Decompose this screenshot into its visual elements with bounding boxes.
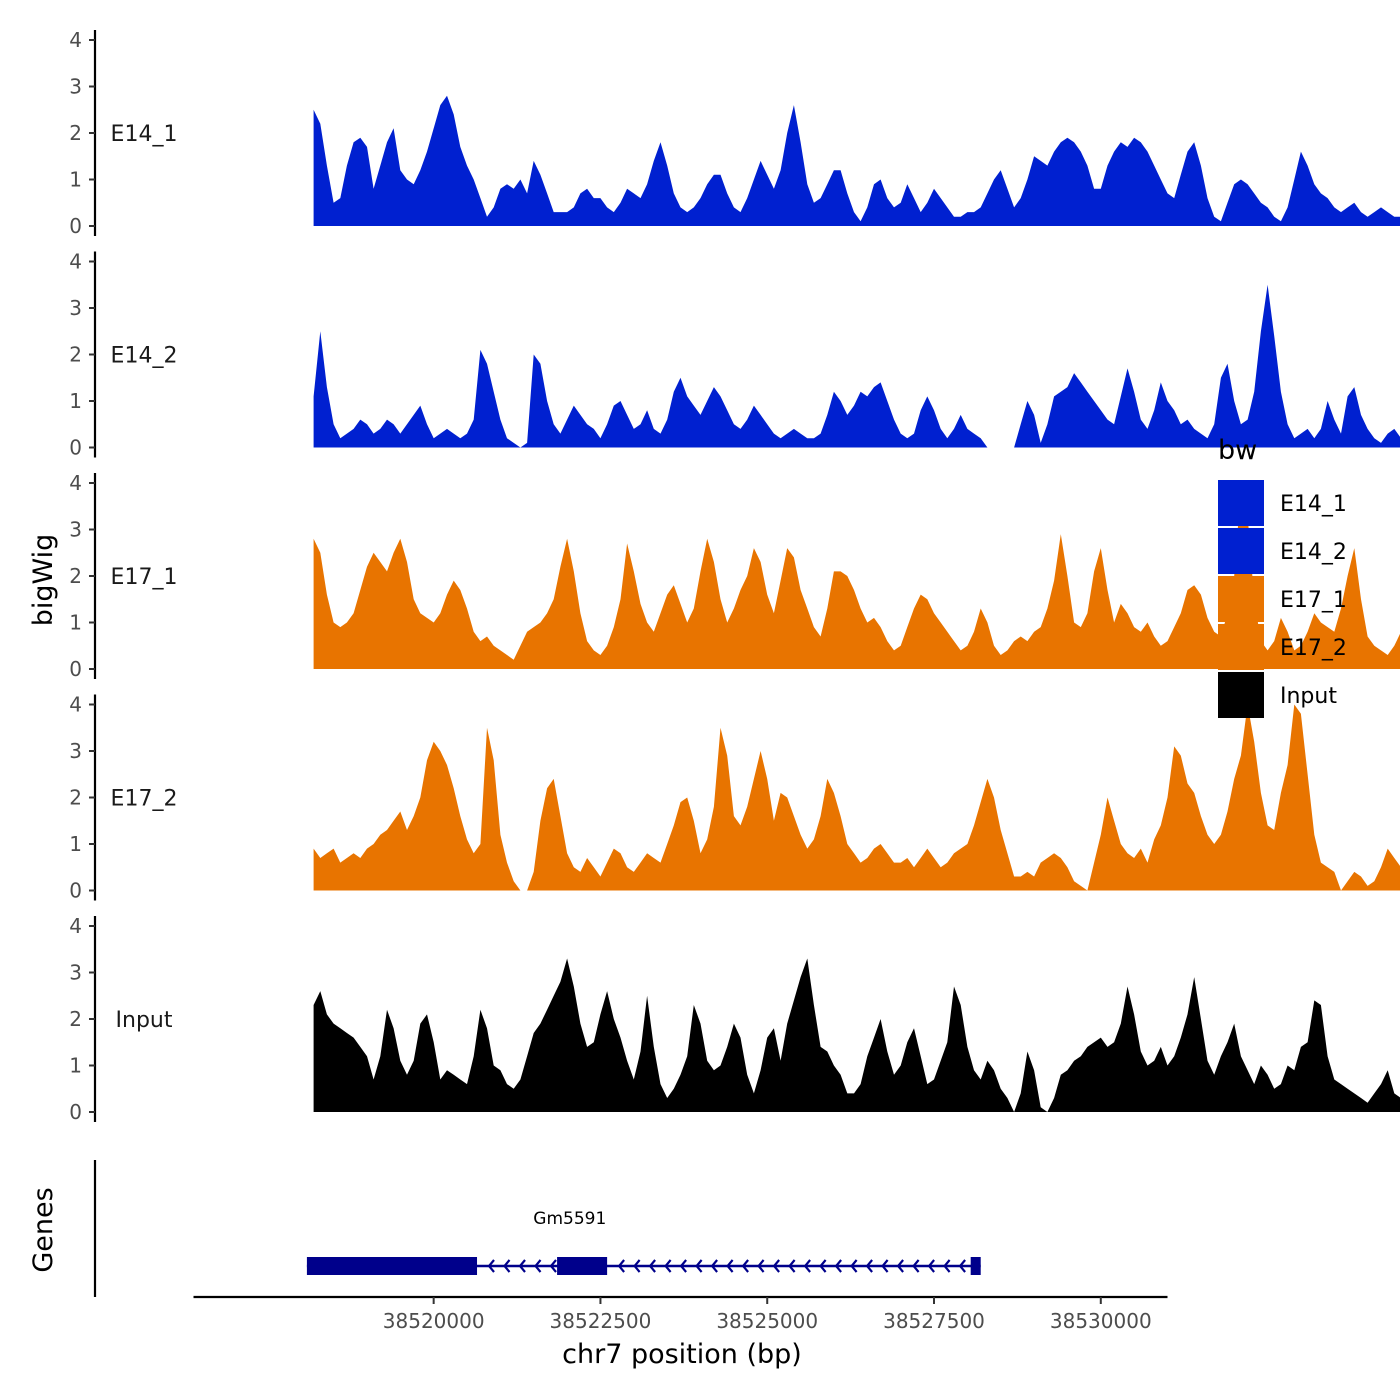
- tracks-layer: 0 1 2 3 4 E14_1 0 1 2 3 4 E14_2 0 1 2 3 4 E17_1 0 1 2 3 4 E17_2…: [69, 28, 1400, 1124]
- track-label-E14_2: E14_2: [111, 344, 178, 369]
- genes-axis-title: Genes: [28, 1187, 59, 1272]
- strand-arrow: [664, 1259, 672, 1273]
- genes-layer: Gm5591: [93, 1160, 981, 1297]
- legend-label-Input: Input: [1280, 684, 1337, 709]
- y-tick-label-E14_1-3: 3: [69, 75, 82, 99]
- legend: bw E14_1 E14_2 E17_1 E17_2 Input: [1218, 435, 1347, 718]
- strand-arrow: [710, 1259, 718, 1273]
- strand-arrow: [695, 1259, 703, 1273]
- legend-swatch-Input: [1218, 672, 1264, 718]
- y-axis-title: bigWig: [28, 534, 59, 627]
- strand-arrow: [788, 1259, 796, 1273]
- y-tick-label-E14_2-3: 3: [69, 296, 82, 320]
- strand-arrow: [865, 1259, 873, 1273]
- strand-arrow: [648, 1259, 656, 1273]
- strand-arrow: [518, 1259, 526, 1273]
- strand-arrow: [549, 1259, 557, 1273]
- strand-arrow: [617, 1259, 625, 1273]
- track-label-E14_1: E14_1: [111, 122, 178, 147]
- track-label-Input: Input: [116, 1008, 173, 1033]
- y-tick-label-E17_1-2: 2: [69, 564, 82, 588]
- track-Input: 0 1 2 3 4 Input: [69, 914, 1400, 1124]
- y-tick-label-E14_2-2: 2: [69, 343, 82, 367]
- strand-arrow: [896, 1259, 904, 1273]
- gene-exon-3: [970, 1257, 981, 1275]
- y-tick-label-E14_1-2: 2: [69, 121, 82, 145]
- legend-swatch-E17_2: [1218, 624, 1264, 670]
- strand-arrow: [503, 1259, 511, 1273]
- y-tick-label-E14_2-0: 0: [69, 436, 82, 460]
- strand-arrow: [958, 1259, 966, 1273]
- y-tick-label-E17_1-0: 0: [69, 657, 82, 681]
- y-tick-label-E14_2-4: 4: [69, 250, 82, 274]
- gene-exon-2: [557, 1257, 608, 1275]
- x-tick-label-38530000: 38530000: [1050, 1309, 1152, 1333]
- x-tick-label-38527500: 38527500: [883, 1309, 985, 1333]
- strand-arrow: [819, 1259, 827, 1273]
- strand-arrow: [741, 1259, 749, 1273]
- track-E14_2: 0 1 2 3 4 E14_2: [69, 250, 1400, 460]
- y-tick-label-E17_1-1: 1: [69, 611, 82, 635]
- y-tick-label-E17_2-0: 0: [69, 879, 82, 903]
- gene-exon-1: [306, 1257, 478, 1275]
- y-tick-label-E17_2-1: 1: [69, 832, 82, 856]
- track-E17_2: 0 1 2 3 4 E17_2: [69, 693, 1400, 903]
- legend-label-E17_1: E17_1: [1280, 588, 1347, 613]
- y-tick-label-E17_1-3: 3: [69, 518, 82, 542]
- y-tick-label-E17_2-3: 3: [69, 739, 82, 763]
- coverage-area-E17_2: [313, 704, 1400, 891]
- strand-arrow: [912, 1259, 920, 1273]
- strand-arrow: [927, 1259, 935, 1273]
- x-tick-label-38522500: 38522500: [550, 1309, 652, 1333]
- y-tick-label-E17_2-2: 2: [69, 786, 82, 810]
- y-tick-label-E14_1-0: 0: [69, 214, 82, 238]
- strand-arrow: [772, 1259, 780, 1273]
- x-axis-title: chr7 position (bp): [562, 1339, 802, 1370]
- coverage-area-E17_1: [313, 487, 1400, 669]
- y-tick-label-Input-4: 4: [69, 914, 82, 938]
- legend-label-E17_2: E17_2: [1280, 636, 1347, 661]
- track-E17_1: 0 1 2 3 4 E17_1: [69, 471, 1400, 681]
- y-tick-label-Input-0: 0: [69, 1100, 82, 1124]
- strand-arrow: [834, 1259, 842, 1273]
- y-tick-label-E14_2-1: 1: [69, 389, 82, 413]
- strand-arrow: [757, 1259, 765, 1273]
- y-tick-label-Input-2: 2: [69, 1007, 82, 1031]
- strand-arrow: [881, 1259, 889, 1273]
- y-tick-label-E17_2-4: 4: [69, 693, 82, 717]
- legend-title: bw: [1218, 435, 1257, 466]
- track-E14_1: 0 1 2 3 4 E14_1: [69, 28, 1400, 238]
- track-label-E17_1: E17_1: [111, 565, 178, 590]
- legend-swatch-E14_2: [1218, 528, 1264, 574]
- legend-swatch-E17_1: [1218, 576, 1264, 622]
- coverage-area-E14_2: [313, 284, 1400, 448]
- y-tick-label-E14_1-1: 1: [69, 168, 82, 192]
- strand-arrow: [679, 1259, 687, 1273]
- strand-arrow: [487, 1259, 495, 1273]
- strand-arrow: [534, 1259, 542, 1273]
- x-tick-label-38520000: 38520000: [383, 1309, 485, 1333]
- strand-arrow: [803, 1259, 811, 1273]
- strand-arrow: [633, 1259, 641, 1273]
- legend-swatch-E14_1: [1218, 480, 1264, 526]
- gene-label: Gm5591: [533, 1209, 606, 1229]
- x-axis: 38520000 38522500 38525000 38527500 38530000: [193, 1295, 1168, 1333]
- track-label-E17_2: E17_2: [111, 787, 178, 812]
- strand-arrow: [943, 1259, 951, 1273]
- y-tick-label-E14_1-4: 4: [69, 28, 82, 52]
- y-tick-label-Input-3: 3: [69, 961, 82, 985]
- y-tick-label-Input-1: 1: [69, 1054, 82, 1078]
- coverage-area-Input: [313, 958, 1400, 1112]
- x-tick-label-38525000: 38525000: [716, 1309, 818, 1333]
- strand-arrow: [850, 1259, 858, 1273]
- strand-arrow: [726, 1259, 734, 1273]
- legend-label-E14_1: E14_1: [1280, 492, 1347, 517]
- y-tick-label-E17_1-4: 4: [69, 471, 82, 495]
- legend-label-E14_2: E14_2: [1280, 540, 1347, 565]
- coverage-area-E14_1: [313, 95, 1400, 226]
